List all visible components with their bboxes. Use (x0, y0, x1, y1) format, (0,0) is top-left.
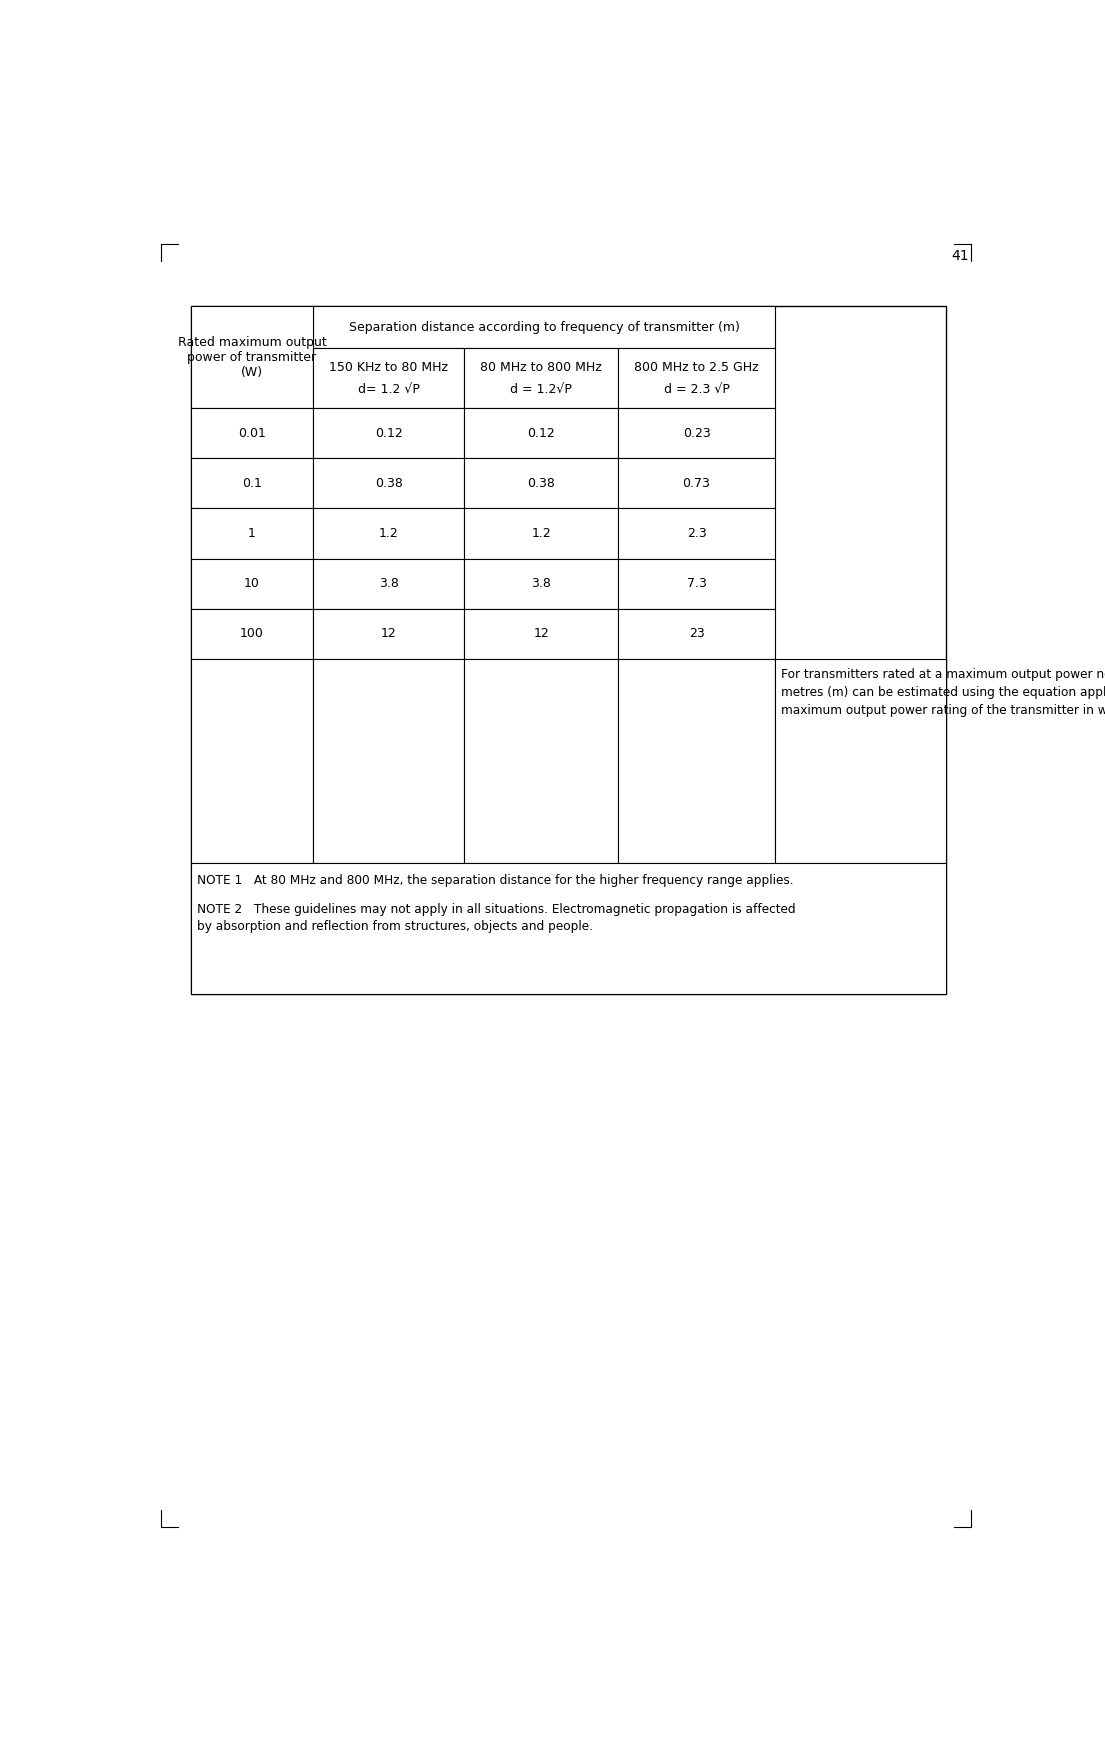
Bar (618, 509, 776, 558)
Text: NOTE 2   These guidelines may not apply in all situations. Electromagnetic propa: NOTE 2 These guidelines may not apply in… (197, 903, 796, 933)
Bar (618, 558, 776, 609)
Text: 150 KHz to 80 MHz: 150 KHz to 80 MHz (329, 361, 449, 374)
Text: 3.8: 3.8 (532, 577, 551, 589)
Bar (464, 409, 618, 458)
Text: 41: 41 (950, 249, 968, 263)
Text: 0.12: 0.12 (527, 426, 555, 440)
Bar (464, 658, 618, 863)
Text: 800 MHz to 2.5 GHz: 800 MHz to 2.5 GHz (634, 361, 759, 374)
Bar (191, 658, 314, 863)
Bar (314, 409, 464, 458)
Bar (618, 658, 776, 863)
Bar (191, 558, 314, 609)
Bar (314, 349, 464, 409)
Bar (618, 349, 776, 409)
Text: 1: 1 (249, 526, 256, 540)
Bar (618, 458, 776, 509)
Bar (191, 863, 946, 993)
Bar (191, 609, 314, 658)
Bar (191, 305, 314, 409)
Text: Rated maximum output
power of transmitter
(W): Rated maximum output power of transmitte… (178, 335, 326, 379)
Text: 12: 12 (534, 628, 549, 640)
Bar (464, 558, 618, 609)
Bar (191, 305, 946, 993)
Bar (314, 658, 464, 863)
Bar (191, 458, 314, 509)
Text: 2.3: 2.3 (686, 526, 706, 540)
Bar (464, 609, 618, 658)
Bar (314, 558, 464, 609)
Text: d = 1.2√P: d = 1.2√P (511, 382, 572, 396)
Text: d = 2.3 √P: d = 2.3 √P (664, 382, 729, 396)
Text: 7.3: 7.3 (686, 577, 706, 589)
Bar (314, 305, 776, 349)
Text: 0.1: 0.1 (242, 477, 262, 489)
Text: 0.38: 0.38 (527, 477, 555, 489)
Text: 0.38: 0.38 (375, 477, 403, 489)
Text: NOTE 1   At 80 MHz and 800 MHz, the separation distance for the higher frequency: NOTE 1 At 80 MHz and 800 MHz, the separa… (197, 873, 793, 888)
Bar (191, 409, 314, 458)
Text: 12: 12 (381, 628, 397, 640)
Text: 100: 100 (240, 628, 264, 640)
Text: 1.2: 1.2 (379, 526, 399, 540)
Bar (314, 609, 464, 658)
Bar (314, 509, 464, 558)
Bar (464, 509, 618, 558)
Bar (618, 409, 776, 458)
Bar (776, 658, 946, 863)
Text: d= 1.2 √P: d= 1.2 √P (358, 382, 420, 396)
Text: 0.23: 0.23 (683, 426, 711, 440)
Bar (618, 609, 776, 658)
Text: 1.2: 1.2 (532, 526, 551, 540)
Text: 23: 23 (688, 628, 704, 640)
Text: 0.73: 0.73 (683, 477, 711, 489)
Text: 80 MHz to 800 MHz: 80 MHz to 800 MHz (481, 361, 602, 374)
Text: Separation distance according to frequency of transmitter (m): Separation distance according to frequen… (349, 321, 739, 333)
Text: 0.12: 0.12 (375, 426, 402, 440)
Text: 10: 10 (244, 577, 260, 589)
Text: 3.8: 3.8 (379, 577, 399, 589)
Text: For transmitters rated at a maximum output power not listed above, the recommend: For transmitters rated at a maximum outp… (781, 668, 1105, 717)
Bar (464, 458, 618, 509)
Text: 0.01: 0.01 (238, 426, 266, 440)
Bar (464, 349, 618, 409)
Bar (191, 509, 314, 558)
Bar (314, 458, 464, 509)
